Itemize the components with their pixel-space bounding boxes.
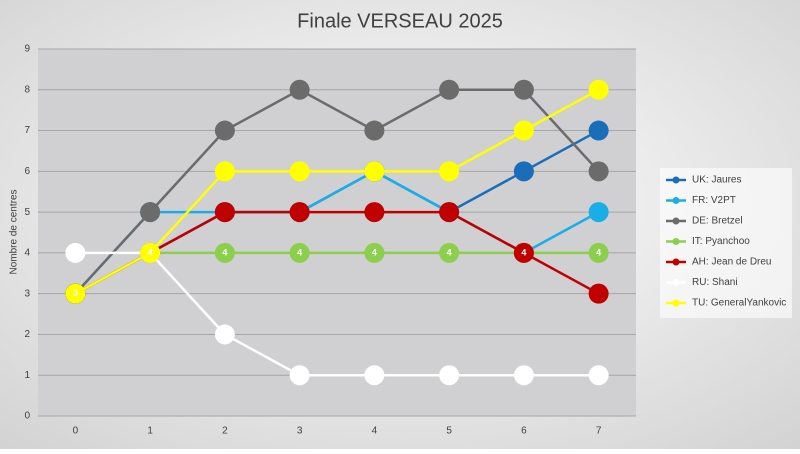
point [289, 202, 310, 223]
series-line [74, 210, 600, 295]
y-tick-label: 6 [24, 166, 30, 177]
x-tick-label: 4 [372, 426, 378, 437]
point [439, 242, 460, 263]
x-tick-label: 6 [521, 426, 527, 437]
point [214, 324, 235, 345]
y-tick-label: 7 [24, 125, 30, 136]
data-label: 4 [447, 247, 452, 257]
point [588, 365, 609, 386]
point [439, 79, 460, 100]
x-tick-label: 7 [596, 426, 602, 437]
y-tick-label: 3 [24, 288, 30, 299]
y-tick-label: 0 [24, 411, 30, 422]
x-tick-label: 0 [73, 426, 79, 437]
point [214, 202, 235, 223]
legend [660, 168, 792, 318]
point [513, 365, 534, 386]
y-tick-label: 8 [24, 84, 30, 95]
point [364, 161, 385, 182]
legend-marker [672, 217, 680, 225]
data-label: 4 [222, 247, 227, 257]
point [65, 283, 86, 304]
point [289, 365, 310, 386]
point [513, 161, 534, 182]
point [65, 242, 86, 263]
point [140, 242, 161, 263]
point [214, 120, 235, 141]
legend-marker [672, 258, 680, 266]
point [588, 161, 609, 182]
data-label: 4 [297, 247, 302, 257]
legend-label: FR: V2PT [692, 195, 736, 206]
series-line [74, 88, 600, 295]
point [214, 242, 235, 263]
legend-label: AH: Jean de Dreu [692, 257, 772, 268]
legend-label: TU: GeneralYankovic [692, 298, 786, 309]
y-axis-label: Nombre de centres [9, 189, 20, 274]
legend-marker [672, 279, 680, 286]
legend-label: IT: Pyanchoo [692, 236, 750, 247]
point [588, 283, 609, 304]
point [364, 242, 385, 263]
point [513, 79, 534, 100]
point [513, 120, 534, 141]
point [289, 161, 310, 182]
y-tick-label: 1 [24, 370, 30, 381]
point [289, 242, 310, 263]
x-tick-label: 2 [222, 426, 228, 437]
point [588, 202, 609, 223]
y-tick-label: 2 [24, 329, 30, 340]
x-tick-label: 5 [446, 426, 452, 437]
series-line [74, 251, 599, 295]
point [439, 365, 460, 386]
data-label: 4 [372, 247, 377, 257]
point [289, 79, 310, 100]
series-line [75, 251, 599, 377]
legend-marker [672, 176, 680, 184]
point [588, 120, 609, 141]
legend-marker [672, 299, 680, 307]
point [364, 365, 385, 386]
data-label: 4 [521, 247, 526, 257]
data-label: 4 [596, 247, 601, 257]
legend-label: DE: Bretzel [692, 216, 743, 227]
legend-label: UK: Jaures [692, 175, 741, 186]
y-tick-label: 9 [24, 44, 30, 55]
point [439, 161, 460, 182]
series-line [74, 88, 600, 295]
legend-marker [672, 238, 680, 245]
x-tick-label: 3 [297, 426, 303, 437]
point [140, 202, 161, 223]
point [588, 79, 609, 100]
y-tick-label: 5 [24, 207, 30, 218]
point [214, 161, 235, 182]
y-tick-label: 4 [24, 248, 30, 259]
x-tick-label: 1 [147, 426, 153, 437]
chart-title: Finale VERSEAU 2025 [297, 10, 503, 32]
point [439, 202, 460, 223]
legend-label: RU: Shani [692, 277, 738, 288]
plot-area [38, 49, 636, 416]
point [588, 242, 609, 263]
point [364, 202, 385, 223]
legend-marker [672, 197, 680, 204]
point [513, 242, 534, 263]
data-label: 3 [73, 288, 78, 298]
point [364, 120, 385, 141]
data-label: 4 [148, 247, 153, 257]
